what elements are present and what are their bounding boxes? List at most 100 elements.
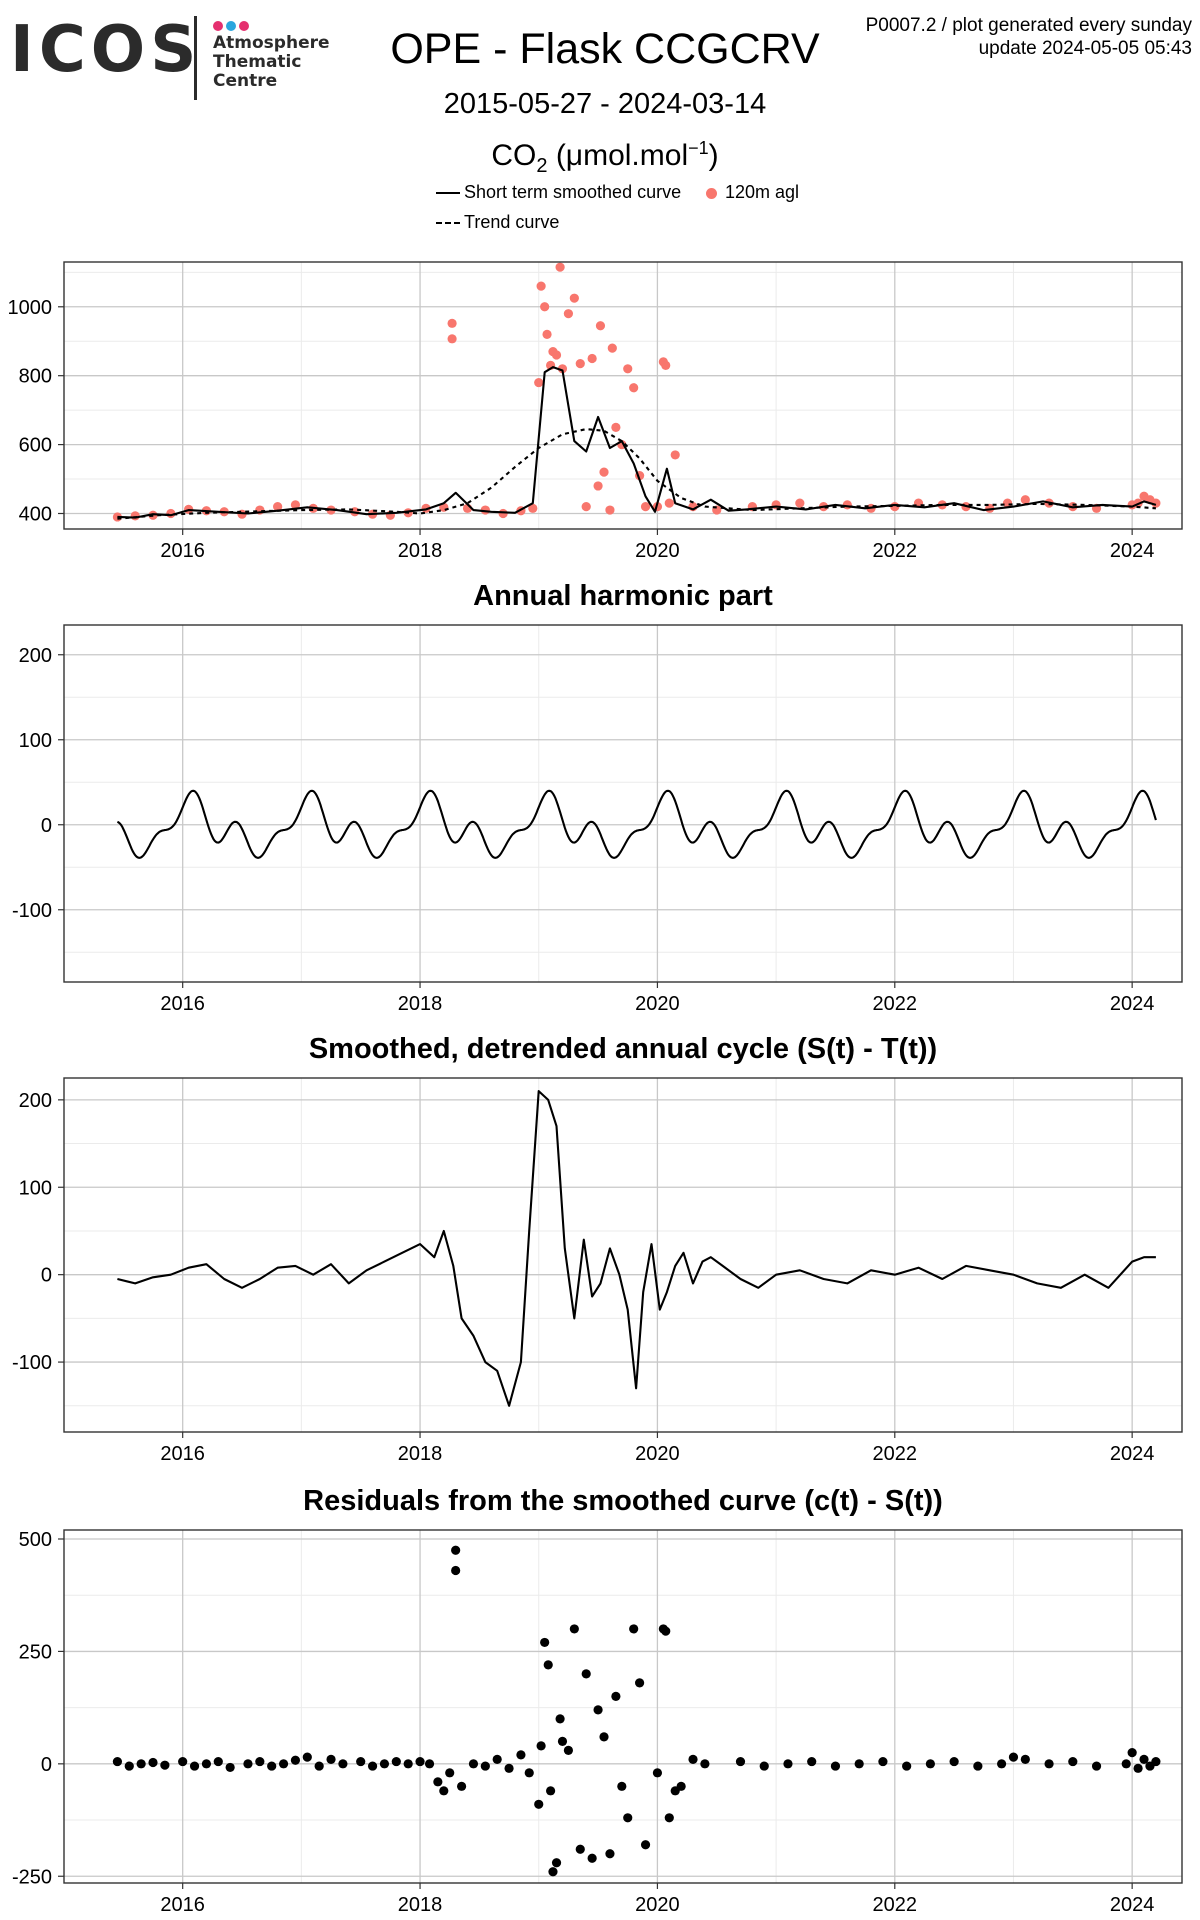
y-tick-label: 1000: [8, 297, 53, 319]
page-title: OPE - Flask CCGCRV: [390, 25, 820, 73]
data-point: [424, 1759, 435, 1769]
plot-background: [64, 1078, 1182, 1432]
y-tick-label: 250: [19, 1641, 52, 1663]
data-point: [1121, 1759, 1131, 1769]
data-point: [447, 318, 457, 328]
data-point: [551, 350, 562, 360]
x-tick-label: 2018: [398, 993, 443, 1015]
data-point: [1068, 1756, 1078, 1767]
y-tick-label: -250: [12, 1866, 52, 1888]
legend-label: 120m agl: [725, 182, 800, 202]
data-point: [599, 467, 609, 477]
x-tick-label: 2018: [398, 1443, 443, 1465]
panel-border: [63, 1077, 1183, 1433]
y-tick-label: 100: [19, 1177, 52, 1199]
trend-curve-line: [117, 428, 1156, 520]
data-point: [635, 1678, 645, 1688]
data-point: [433, 1777, 443, 1787]
data-point: [243, 1759, 253, 1769]
data-point: [997, 1759, 1007, 1769]
data-point: [629, 1624, 639, 1634]
data-point: [593, 481, 603, 491]
data-point: [670, 450, 680, 460]
data-point: [555, 1714, 565, 1724]
data-point: [516, 1750, 526, 1760]
logo-divider: [194, 16, 197, 100]
data-point: [652, 1768, 663, 1778]
data-point: [498, 508, 508, 519]
data-point: [124, 1761, 134, 1771]
plot-area: [116, 789, 1157, 859]
legend-label: Short term smoothed curve: [464, 182, 682, 202]
data-point: [795, 498, 805, 508]
data-point: [540, 302, 550, 312]
data-point: [326, 1754, 336, 1764]
data-point: [225, 1762, 235, 1773]
dashed-line-icon: [436, 222, 460, 225]
data-point: [1151, 498, 1161, 508]
data-point: [189, 1761, 200, 1771]
data-point: [451, 1565, 461, 1576]
data-point: [629, 383, 639, 393]
data-point: [391, 1756, 401, 1767]
data-point: [661, 360, 671, 370]
data-point: [563, 309, 574, 319]
plot-area: [117, 1090, 1156, 1407]
logo-dot: [226, 21, 236, 31]
data-point: [367, 1761, 378, 1771]
data-point: [617, 1781, 627, 1791]
y-tick-label: 800: [19, 366, 52, 388]
data-point: [379, 1759, 390, 1769]
generation-note: P0007.2 / plot generated every sunday up…: [866, 14, 1192, 60]
x-tick-label: 2020: [635, 540, 680, 562]
legend-item-smooth: Short term smoothed curve: [436, 182, 681, 203]
panel-title: Residuals from the smoothed curve (c(t) …: [303, 1485, 943, 1517]
data-point: [830, 1761, 841, 1771]
y-tick-label: -100: [12, 1352, 52, 1374]
data-point: [735, 1756, 746, 1767]
data-point: [536, 1741, 546, 1751]
data-point: [605, 1849, 615, 1859]
data-point: [1133, 1763, 1143, 1773]
data-point: [854, 1759, 864, 1769]
unit-superscript: −1: [688, 138, 709, 158]
data-point: [575, 359, 585, 369]
data-point: [605, 505, 615, 515]
x-tick-label: 2018: [398, 1894, 443, 1916]
data-point: [557, 364, 568, 374]
data-point: [557, 1736, 568, 1746]
data-point: [480, 1761, 490, 1771]
data-point: [611, 1691, 621, 1701]
chart-panel-co2: 2016 2018 2020 2022 2024 400 600 800 1000: [8, 261, 1183, 562]
data-point: [338, 1759, 348, 1769]
data-point: [700, 1759, 710, 1769]
data-point: [403, 1759, 413, 1769]
data-point: [1139, 1754, 1149, 1764]
y-tick-label: 100: [19, 730, 52, 752]
y-tick-label: 400: [19, 503, 52, 525]
data-point: [356, 1756, 366, 1767]
data-point: [878, 1756, 888, 1767]
x-tick-label: 2020: [635, 993, 680, 1015]
data-point: [255, 1756, 265, 1767]
data-point: [439, 1786, 449, 1796]
logo-subtitle: Atmosphere Thematic Centre: [213, 34, 330, 91]
unit-species: CO: [491, 139, 537, 172]
data-point: [1008, 1752, 1019, 1762]
data-point: [623, 1813, 633, 1823]
x-tick-label: 2018: [398, 540, 443, 562]
chart-panel-detrended: 2016 2018 2020 2022 2024 -100 0 100 200 Smoothed,…: [12, 1033, 1183, 1465]
data-point: [569, 293, 579, 303]
data-point: [607, 343, 617, 353]
data-point: [925, 1759, 935, 1769]
data-point: [278, 1759, 289, 1769]
data-point: [1020, 1754, 1030, 1764]
data-point: [783, 1759, 793, 1769]
series-line: [117, 1090, 1156, 1407]
data-point: [555, 262, 565, 272]
unit-close: ): [708, 139, 719, 172]
data-point: [534, 377, 544, 388]
panel-border: [63, 624, 1183, 983]
data-point: [160, 1760, 170, 1770]
x-tick-label: 2020: [635, 1894, 680, 1916]
